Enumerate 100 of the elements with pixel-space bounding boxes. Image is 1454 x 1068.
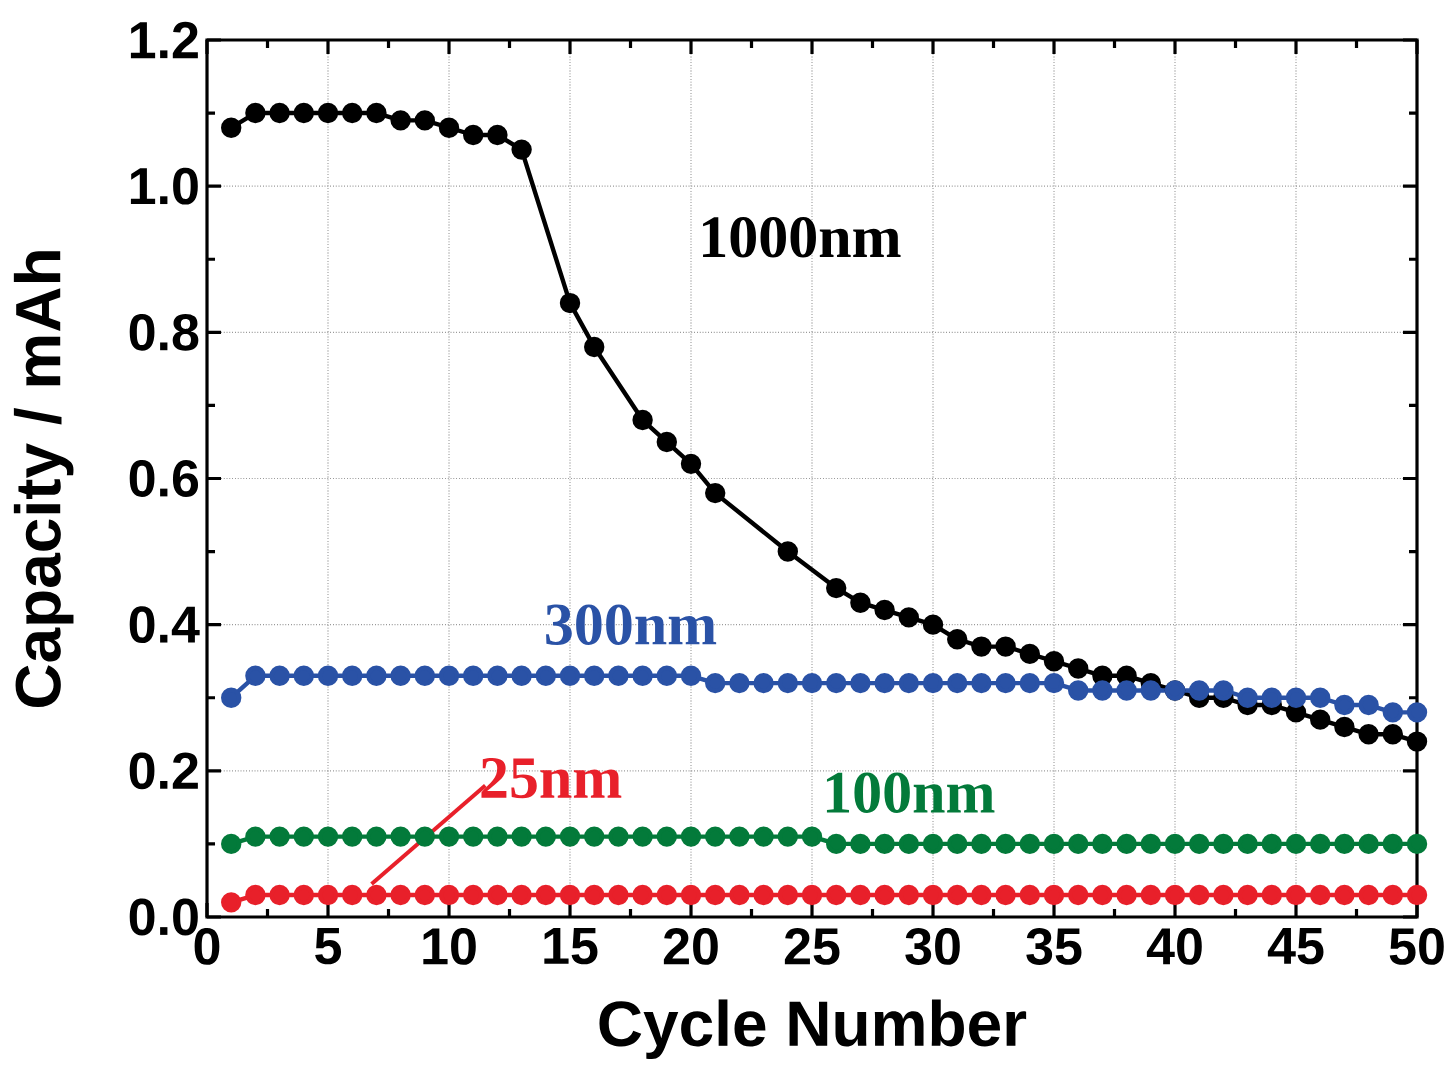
point: [1285, 833, 1307, 855]
point: [559, 826, 581, 847]
point: [511, 826, 532, 847]
point: [729, 884, 750, 906]
point: [1310, 709, 1331, 730]
point: [1213, 884, 1234, 906]
point: [438, 884, 460, 906]
point: [1334, 833, 1355, 855]
point: [221, 892, 242, 913]
point: [1092, 884, 1113, 906]
point: [1068, 884, 1089, 906]
point: [269, 884, 290, 906]
point: [777, 826, 798, 847]
point: [1382, 724, 1404, 745]
point: [995, 884, 1016, 906]
point: [971, 636, 992, 657]
point: [366, 826, 387, 847]
point: [390, 665, 411, 687]
point: [1043, 672, 1065, 694]
y-tick-label: 0.2: [129, 752, 198, 790]
point: [366, 102, 387, 124]
point: [874, 672, 895, 694]
point: [245, 826, 266, 847]
point: [753, 826, 774, 847]
point: [656, 431, 678, 453]
point: [438, 665, 460, 687]
point: [947, 629, 968, 650]
point: [559, 292, 581, 314]
point: [971, 672, 992, 694]
point: [705, 826, 726, 847]
point: [874, 599, 895, 621]
point: [1406, 702, 1428, 723]
point: [826, 672, 847, 694]
point: [463, 665, 484, 687]
point: [777, 672, 798, 694]
point: [438, 117, 460, 138]
point: [1334, 716, 1355, 738]
point: [1092, 833, 1113, 855]
point: [511, 884, 532, 906]
x-tick-label: 45: [1267, 928, 1324, 965]
x-tick-label: 20: [663, 928, 718, 965]
point: [801, 884, 823, 906]
point: [584, 665, 605, 687]
y-axis-title: Capacity / mAh: [13, 251, 74, 708]
point: [971, 884, 992, 906]
series-label: 25nm: [481, 757, 622, 799]
point: [729, 672, 750, 694]
point: [269, 102, 290, 124]
point: [1213, 680, 1234, 701]
point: [1068, 658, 1089, 679]
point: [1310, 833, 1331, 855]
point: [995, 636, 1016, 657]
point: [1116, 680, 1137, 701]
point: [656, 884, 678, 906]
point: [342, 884, 363, 906]
point: [632, 409, 653, 431]
point: [947, 672, 968, 694]
point: [850, 592, 871, 613]
point: [463, 826, 484, 847]
point: [390, 884, 411, 906]
point: [1019, 643, 1041, 665]
point: [922, 884, 944, 906]
point: [947, 884, 968, 906]
point: [1237, 833, 1258, 855]
series-label: 300nm: [546, 604, 717, 645]
point: [680, 665, 702, 687]
x-tick-label: 35: [1026, 928, 1082, 965]
point: [366, 665, 387, 687]
point: [680, 884, 702, 906]
point: [293, 826, 315, 847]
point: [463, 124, 484, 146]
point: [535, 826, 557, 847]
point: [245, 102, 266, 124]
point: [801, 672, 823, 694]
point: [438, 826, 460, 847]
point: [826, 833, 847, 855]
point: [1310, 884, 1331, 906]
point: [511, 665, 532, 687]
point: [898, 672, 920, 694]
point: [1285, 687, 1307, 708]
point: [487, 124, 508, 146]
point: [1406, 884, 1428, 906]
y-tick-label: 0.4: [129, 606, 200, 644]
point: [826, 884, 847, 906]
point: [608, 826, 629, 847]
point: [1116, 833, 1137, 855]
x-tick-label: 10: [423, 928, 476, 965]
point: [898, 607, 920, 628]
point: [1164, 833, 1186, 855]
point: [463, 884, 484, 906]
point: [632, 884, 653, 906]
point: [487, 665, 508, 687]
point: [1382, 884, 1404, 906]
point: [1092, 680, 1113, 701]
point: [1189, 680, 1210, 701]
point: [1382, 833, 1404, 855]
point: [342, 102, 363, 124]
point: [874, 884, 895, 906]
point: [414, 826, 436, 847]
point: [1358, 724, 1379, 745]
